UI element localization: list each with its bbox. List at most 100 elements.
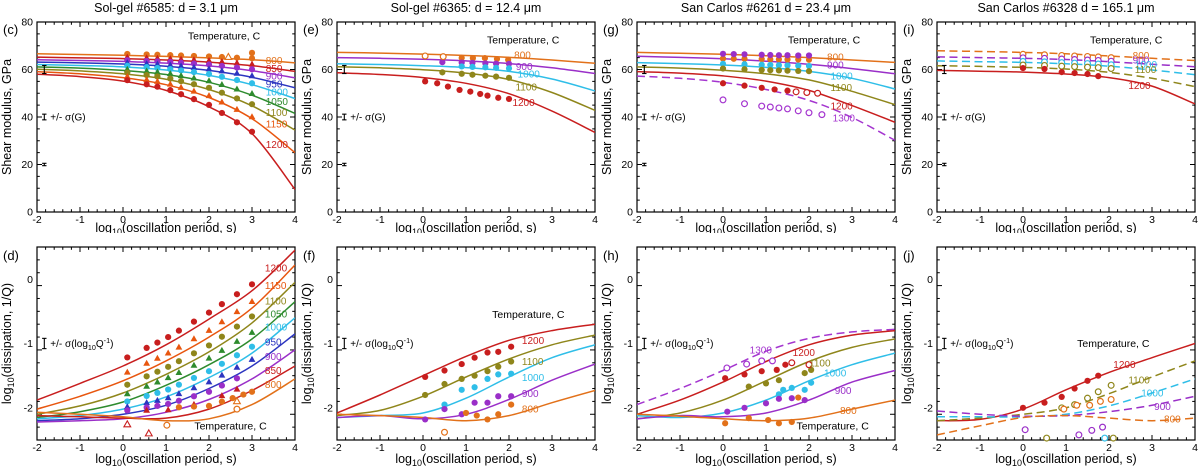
panel-letter: (j) bbox=[903, 248, 915, 263]
x-tick-label: 4 bbox=[892, 442, 898, 454]
panel-letter: (e) bbox=[303, 22, 319, 37]
marker-800 bbox=[233, 54, 241, 61]
marker-1000 bbox=[775, 62, 782, 69]
marker-1000 bbox=[784, 62, 791, 69]
marker-1200 bbox=[484, 349, 491, 356]
marker-1200 bbox=[1084, 377, 1091, 384]
curve-1200 bbox=[337, 72, 595, 134]
x-tick-label: 2 bbox=[806, 442, 812, 454]
marker-800 bbox=[484, 416, 491, 423]
marker-1300 bbox=[741, 100, 749, 108]
y-tick-label: 20 bbox=[21, 159, 33, 171]
marker-800 bbox=[508, 401, 515, 408]
marker-1150 bbox=[205, 92, 213, 99]
marker-1200 bbox=[1019, 404, 1027, 411]
temp-label-900: 900 bbox=[827, 60, 844, 71]
marker-1100 bbox=[441, 380, 448, 388]
x-tick-label: -1 bbox=[75, 214, 84, 226]
x-tick-label: -2 bbox=[932, 214, 941, 226]
panel-j: -2 -1 0 1 2 3 4 0 -1 -2 log10(oscillation period, … bbox=[900, 233, 1200, 467]
marker-900 bbox=[233, 375, 241, 382]
marker-800 bbox=[775, 420, 782, 427]
marker-1200 bbox=[233, 291, 241, 298]
marker-900 bbox=[124, 407, 131, 414]
panel-j-plot: -2 -1 0 1 2 3 4 0 -1 -2 log10(oscillation period, … bbox=[900, 246, 1198, 467]
marker-1200 bbox=[422, 373, 429, 381]
marker-800 bbox=[758, 55, 765, 63]
x-tick-label: 4 bbox=[292, 214, 298, 226]
x-tick-label: 0 bbox=[120, 442, 126, 454]
marker-1200 bbox=[205, 309, 213, 316]
panel-letter: (c) bbox=[3, 22, 18, 37]
curve-1200 bbox=[937, 69, 1195, 105]
temp-label-1200: 1200 bbox=[793, 348, 816, 359]
temp-label-900: 900 bbox=[522, 389, 539, 400]
curve-800 bbox=[937, 414, 1195, 436]
marker-1100 bbox=[154, 368, 161, 375]
marker-800 bbox=[719, 55, 727, 62]
marker-1300 bbox=[758, 102, 766, 110]
marker-1100 bbox=[218, 333, 225, 340]
marker-900 bbox=[218, 382, 225, 389]
marker-1050 bbox=[233, 85, 241, 92]
marker-1200 bbox=[422, 78, 429, 85]
curve-900 bbox=[337, 56, 595, 75]
marker-1000 bbox=[719, 60, 727, 67]
marker-800 bbox=[795, 394, 802, 401]
marker-1000 bbox=[505, 65, 513, 72]
marker-800 bbox=[1060, 405, 1068, 413]
marker-950 bbox=[154, 60, 161, 67]
extra-marker-800 bbox=[421, 52, 429, 60]
marker-1200 bbox=[741, 82, 748, 89]
y-axis-label: Shear modulus, GPa bbox=[0, 59, 14, 175]
panel-letter: (d) bbox=[3, 248, 19, 263]
curves bbox=[37, 249, 295, 423]
marker-950 bbox=[154, 396, 161, 403]
marker-900 bbox=[205, 388, 213, 395]
marker-1050 bbox=[143, 67, 151, 74]
x-tick-label: 1 bbox=[763, 442, 769, 454]
temperature-legend-title: Temperature, C bbox=[492, 309, 565, 321]
marker-1000 bbox=[218, 73, 225, 80]
marker-1050 bbox=[205, 77, 213, 84]
marker-1150 bbox=[143, 76, 151, 83]
marker-1000 bbox=[495, 371, 502, 378]
x-tick-label: -2 bbox=[332, 442, 341, 454]
markers bbox=[1019, 372, 1117, 442]
marker-1100 bbox=[719, 65, 727, 72]
axis-ticks bbox=[936, 246, 1196, 441]
marker-800 bbox=[767, 56, 774, 63]
temperature-legend-title: Temperature, C bbox=[188, 30, 261, 42]
marker-1100 bbox=[801, 369, 808, 377]
marker-900 bbox=[165, 400, 172, 408]
x-tick-label: 3 bbox=[1149, 442, 1155, 454]
marker-950 bbox=[218, 371, 226, 378]
panel-letter: (i) bbox=[903, 22, 915, 37]
marker-800 bbox=[205, 402, 213, 410]
curve-1000 bbox=[37, 317, 295, 420]
marker-1200 bbox=[782, 361, 789, 368]
marker-1000 bbox=[493, 64, 500, 71]
panel-title: San Carlos #6328 d = 165.1 μm bbox=[977, 1, 1154, 15]
marker-800 bbox=[473, 412, 480, 419]
extra-marker-800 bbox=[232, 396, 242, 405]
temp-label-900: 900 bbox=[516, 62, 533, 73]
marker-900 bbox=[175, 397, 182, 404]
y-tick-label: 40 bbox=[321, 112, 333, 124]
marker-950 bbox=[177, 62, 185, 69]
marker-800 bbox=[240, 391, 247, 398]
marker-1100 bbox=[758, 66, 765, 74]
marker-1000 bbox=[441, 401, 448, 408]
marker-850 bbox=[233, 385, 241, 392]
temp-label-1300: 1300 bbox=[750, 345, 773, 356]
axis-ticks bbox=[336, 246, 596, 441]
extra-marker-1100 bbox=[1043, 434, 1051, 442]
y-tick-label: 0 bbox=[927, 274, 933, 286]
marker-950 bbox=[123, 403, 131, 410]
temp-label-1000: 1000 bbox=[1141, 389, 1164, 400]
marker-1200 bbox=[124, 354, 131, 361]
marker-900 bbox=[205, 61, 213, 68]
marker-1100 bbox=[745, 383, 752, 390]
marker-1000 bbox=[801, 386, 808, 393]
